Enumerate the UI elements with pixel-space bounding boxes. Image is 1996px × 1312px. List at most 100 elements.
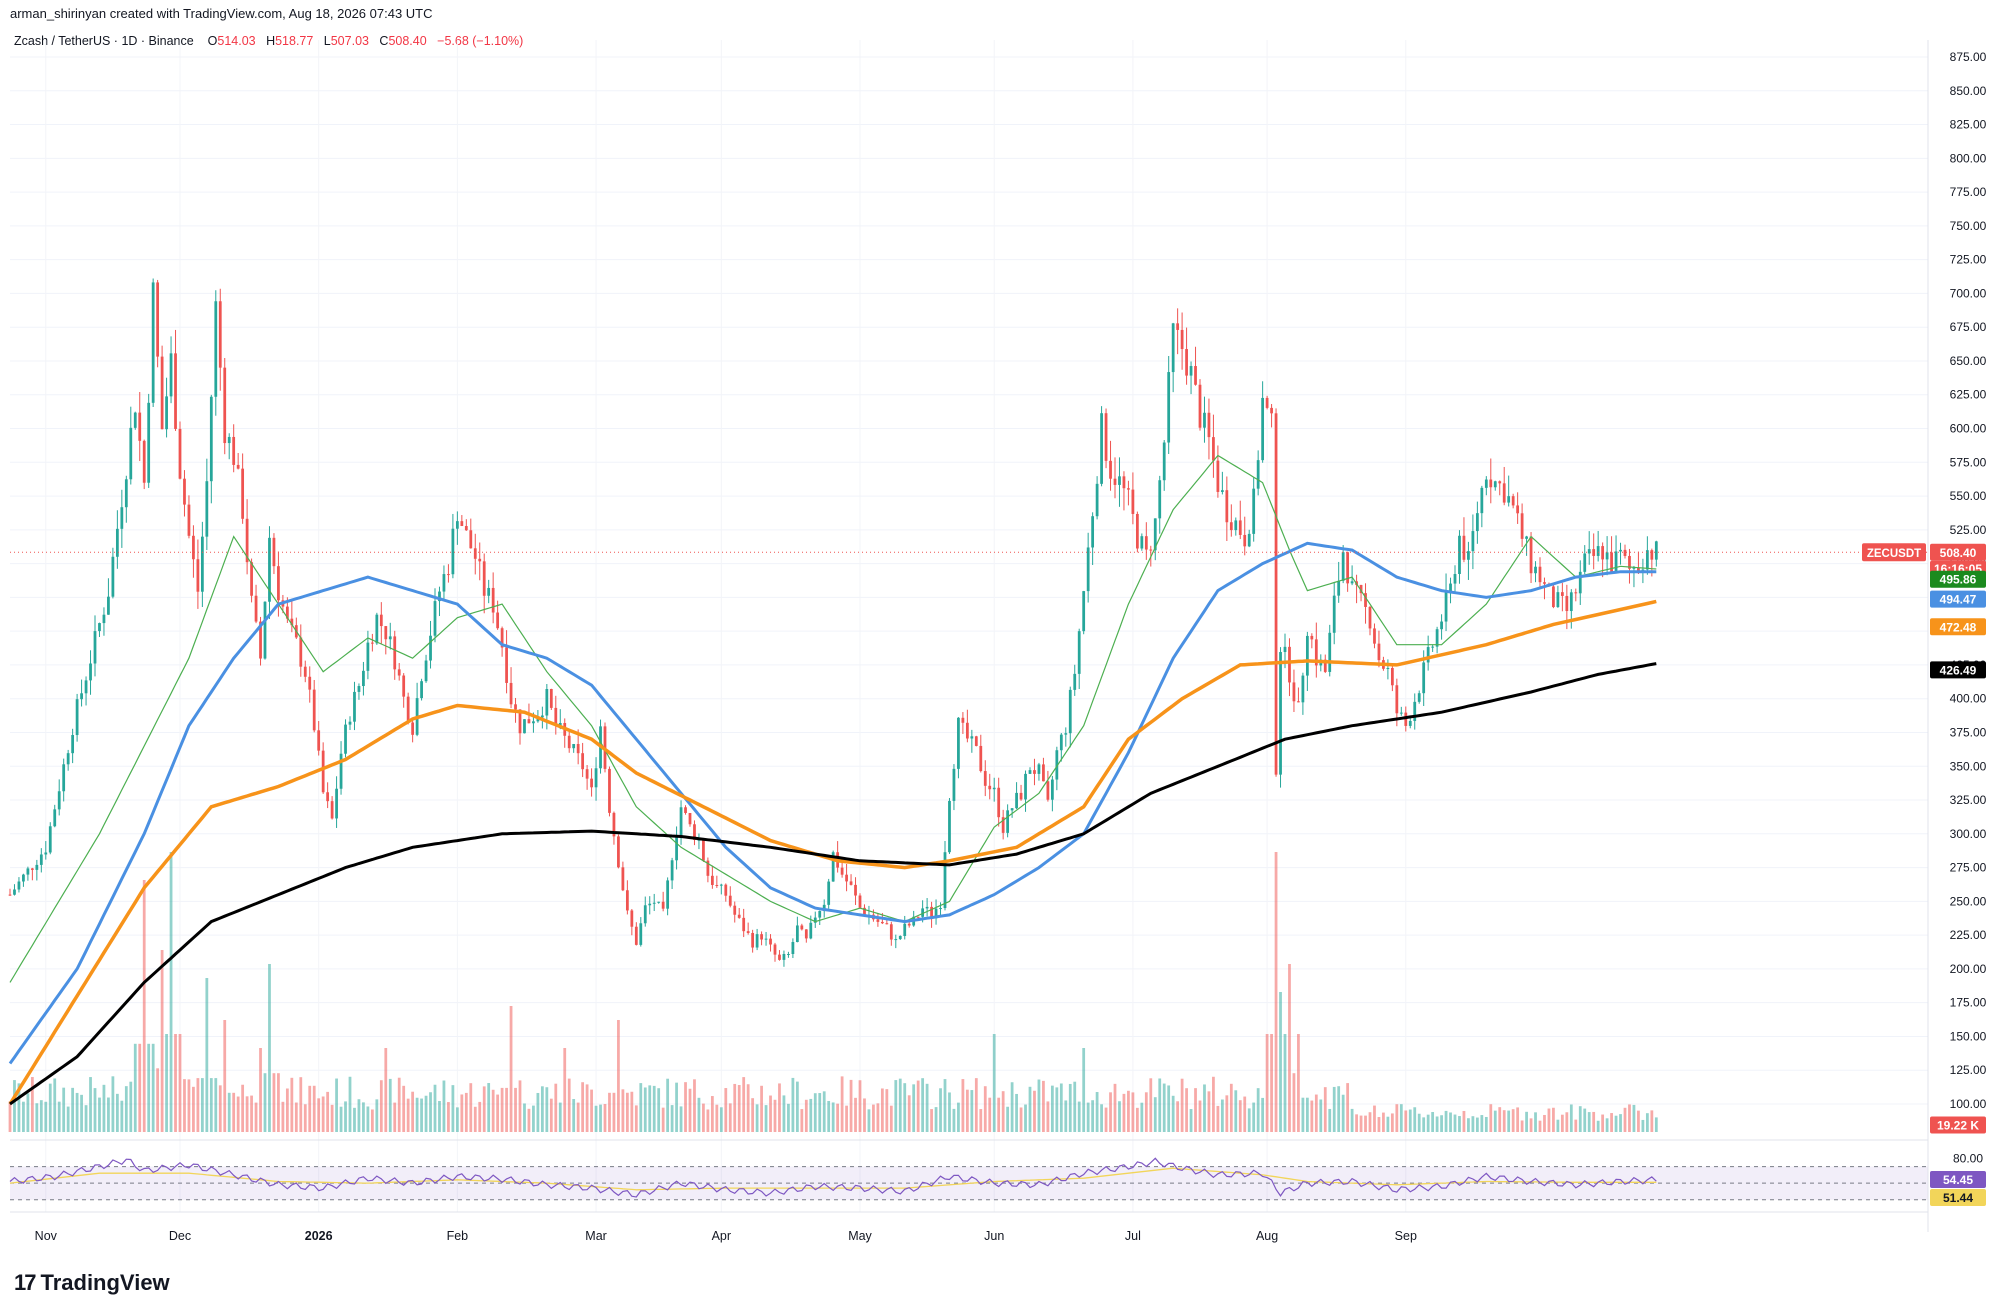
volume-bar xyxy=(174,1034,177,1132)
tradingview-logo[interactable]: 17 TradingView xyxy=(14,1270,170,1296)
volume-bar xyxy=(281,1101,285,1132)
candle-body xyxy=(1332,595,1336,633)
volume-bar xyxy=(330,1104,334,1132)
volume-bar xyxy=(1068,1083,1072,1132)
candle-body xyxy=(751,932,755,948)
price-tick-label: 675.00 xyxy=(1950,320,1987,334)
price-tick-label: 350.00 xyxy=(1950,759,1987,773)
candle-body xyxy=(89,663,92,681)
price-tick-label: 700.00 xyxy=(1950,286,1987,300)
candle-body xyxy=(1323,659,1327,672)
volume-bar xyxy=(540,1086,544,1132)
candle-body xyxy=(1212,437,1215,461)
volume-bar xyxy=(1118,1101,1121,1132)
candle-body xyxy=(124,479,128,508)
volume-bar xyxy=(1641,1119,1645,1132)
volume-bar xyxy=(1082,1048,1086,1132)
candle-body xyxy=(227,436,231,444)
volume-bar xyxy=(39,1100,43,1132)
candle-body xyxy=(241,468,245,519)
candle-body xyxy=(509,682,513,705)
volume-bar xyxy=(1216,1105,1220,1132)
volume-bar xyxy=(1623,1107,1627,1132)
candle-body xyxy=(22,874,25,882)
volume-bar xyxy=(1050,1085,1054,1132)
volume-badge: 19.22 K xyxy=(1930,1116,1986,1134)
volume-bar xyxy=(89,1077,92,1132)
volume-bar xyxy=(254,1102,258,1132)
candle-body xyxy=(540,715,544,718)
volume-bar xyxy=(719,1107,723,1132)
candle-body xyxy=(1229,522,1233,531)
candle-body xyxy=(1135,513,1139,549)
volume-bar xyxy=(643,1087,647,1132)
candle-body xyxy=(438,591,441,602)
volume-bar xyxy=(1475,1117,1479,1132)
volume-bar xyxy=(1015,1093,1018,1132)
volume-bar xyxy=(1086,1102,1090,1132)
candle-body xyxy=(554,707,558,726)
volume-bar xyxy=(1176,1101,1180,1132)
volume-bar xyxy=(460,1094,464,1132)
candle-body xyxy=(268,537,271,602)
candle-body xyxy=(728,895,732,906)
volume-bar xyxy=(1529,1118,1533,1132)
candle-body xyxy=(1243,534,1247,547)
candle-body xyxy=(205,481,209,537)
symbol-description[interactable]: Zcash / TetherUS · 1D · Binance xyxy=(14,34,194,48)
candle-body xyxy=(156,282,160,357)
candle-body xyxy=(160,356,164,430)
volume-bar xyxy=(943,1079,947,1132)
price-tick-label: 750.00 xyxy=(1950,219,1987,233)
candle-body xyxy=(746,931,750,933)
price-tick-label: 100.00 xyxy=(1950,1097,1987,1111)
volume-bar xyxy=(872,1104,875,1132)
volume-bar xyxy=(80,1094,83,1132)
candle-body xyxy=(1167,372,1171,443)
volume-bar xyxy=(1596,1120,1600,1132)
candle-body xyxy=(362,670,365,687)
candle-body xyxy=(254,595,258,622)
candle-body xyxy=(1462,535,1466,560)
volume-bar xyxy=(370,1109,374,1132)
volume-bar xyxy=(639,1083,643,1132)
volume-bar xyxy=(997,1097,1001,1132)
candle-body xyxy=(1337,580,1341,596)
volume-bar xyxy=(8,1101,12,1132)
candle-body xyxy=(473,548,477,559)
rsi-ma-badge-bg xyxy=(1930,1188,1986,1206)
candle-body xyxy=(1144,536,1148,550)
volume-bar xyxy=(196,1078,200,1132)
candle-body xyxy=(1578,571,1582,594)
candle-body xyxy=(827,881,831,905)
volume-bar xyxy=(375,1099,379,1132)
grid-lines xyxy=(10,40,1928,1212)
candle-body xyxy=(795,925,799,943)
volume-bar xyxy=(232,1092,236,1132)
rsi-tick-label: 80.00 xyxy=(1953,1151,1983,1165)
volume-bar xyxy=(657,1088,661,1132)
candle-body xyxy=(303,666,307,677)
volume-bar xyxy=(1207,1091,1211,1132)
volume-bar xyxy=(169,852,173,1132)
candle-body xyxy=(617,836,620,868)
volume-bar xyxy=(791,1077,795,1132)
volume-bar xyxy=(693,1079,696,1132)
volume-bar xyxy=(1001,1091,1005,1132)
candle-body xyxy=(1484,479,1488,488)
candle-body xyxy=(308,676,312,690)
candle-body xyxy=(581,753,585,770)
candle-body xyxy=(1198,384,1202,428)
high-label: H xyxy=(266,34,276,48)
candle-body xyxy=(845,874,848,882)
candle-body xyxy=(429,635,432,661)
volume-bar xyxy=(1628,1104,1631,1132)
volume-bar xyxy=(1408,1109,1412,1132)
volume-bar xyxy=(129,1081,133,1132)
candle-body xyxy=(1064,733,1068,735)
rsi-badge: 54.45 xyxy=(1930,1170,1986,1188)
candle-body xyxy=(1350,581,1354,584)
price-tick-label: 400.00 xyxy=(1950,692,1987,706)
volume-bar xyxy=(491,1089,495,1132)
